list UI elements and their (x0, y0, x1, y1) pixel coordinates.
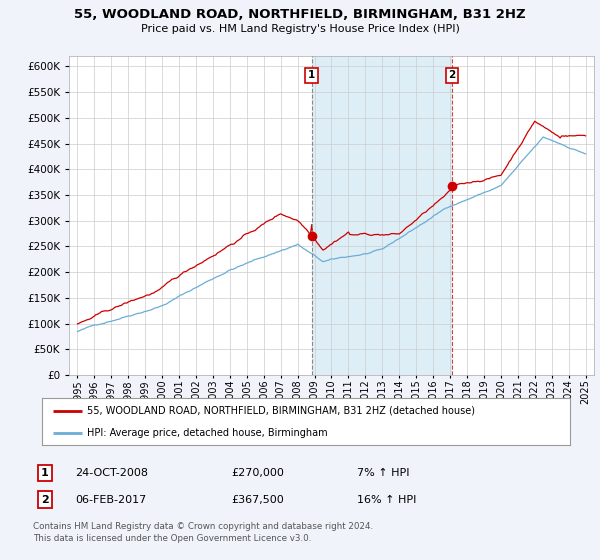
Text: This data is licensed under the Open Government Licence v3.0.: This data is licensed under the Open Gov… (33, 534, 311, 543)
Text: 24-OCT-2008: 24-OCT-2008 (75, 468, 148, 478)
Text: Price paid vs. HM Land Registry's House Price Index (HPI): Price paid vs. HM Land Registry's House … (140, 24, 460, 34)
Text: 06-FEB-2017: 06-FEB-2017 (75, 494, 146, 505)
Text: £270,000: £270,000 (231, 468, 284, 478)
Text: 2: 2 (448, 71, 455, 81)
Text: Contains HM Land Registry data © Crown copyright and database right 2024.: Contains HM Land Registry data © Crown c… (33, 522, 373, 531)
Text: 1: 1 (41, 468, 49, 478)
Text: 2: 2 (41, 494, 49, 505)
Text: 7% ↑ HPI: 7% ↑ HPI (357, 468, 409, 478)
Bar (311, 56, 452, 375)
Text: 1: 1 (308, 71, 315, 81)
Text: £367,500: £367,500 (231, 494, 284, 505)
Text: 55, WOODLAND ROAD, NORTHFIELD, BIRMINGHAM, B31 2HZ (detached house): 55, WOODLAND ROAD, NORTHFIELD, BIRMINGHA… (87, 406, 475, 416)
Text: HPI: Average price, detached house, Birmingham: HPI: Average price, detached house, Birm… (87, 428, 328, 438)
Text: 55, WOODLAND ROAD, NORTHFIELD, BIRMINGHAM, B31 2HZ: 55, WOODLAND ROAD, NORTHFIELD, BIRMINGHA… (74, 8, 526, 21)
Text: 16% ↑ HPI: 16% ↑ HPI (357, 494, 416, 505)
